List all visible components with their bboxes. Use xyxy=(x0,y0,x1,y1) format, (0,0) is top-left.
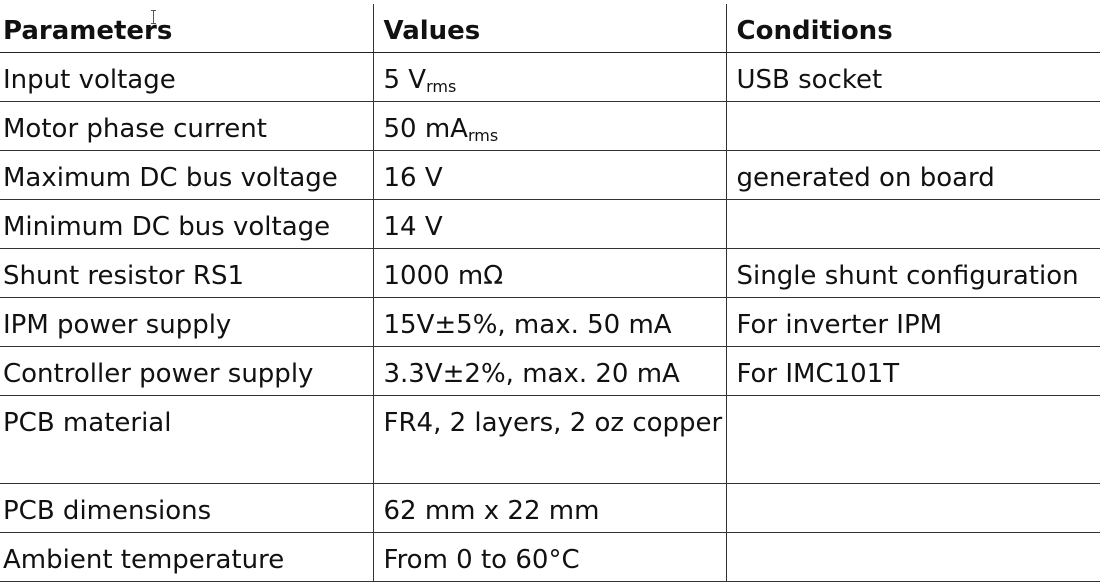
condition-cell: For IMC101T xyxy=(725,346,1100,396)
table-row: Maximum DC bus voltage 16 V generated on… xyxy=(0,150,1100,200)
condition-cell xyxy=(725,101,1100,151)
table-row: Input voltage 5 Vrms USB socket xyxy=(0,52,1100,102)
table-row: PCB dimensions 62 mm x 22 mm xyxy=(0,483,1100,533)
table-row: Controller power supply 3.3V±2%, max. 20… xyxy=(0,346,1100,396)
condition-cell xyxy=(725,199,1100,249)
value-cell: From 0 to 60°C xyxy=(372,532,726,582)
condition-cell: Single shunt configuration xyxy=(725,248,1100,298)
param-cell: Maximum DC bus voltage xyxy=(0,150,373,200)
value-subscript: rms xyxy=(467,126,499,145)
param-cell: Ambient temperature xyxy=(0,532,373,582)
param-cell: IPM power supply xyxy=(0,297,373,347)
condition-cell: generated on board xyxy=(725,150,1100,200)
table-row: IPM power supply 15V±5%, max. 50 mA For … xyxy=(0,297,1100,347)
value-cell: 5 Vrms xyxy=(372,52,726,102)
param-cell: Controller power supply xyxy=(0,346,373,396)
value-cell: 15V±5%, max. 50 mA xyxy=(372,297,726,347)
header-parameters: Parameters xyxy=(0,4,373,53)
table-row: Motor phase current 50 mArms xyxy=(0,101,1100,151)
value-subscript: rms xyxy=(426,77,457,96)
param-cell: PCB dimensions xyxy=(0,483,373,533)
value-cell: 62 mm x 22 mm xyxy=(372,483,726,533)
value-cell: 16 V xyxy=(372,150,726,200)
value-cell: 14 V xyxy=(372,199,726,249)
condition-cell xyxy=(725,395,1100,484)
table-header-row: Parameters Values Conditions xyxy=(0,4,1100,53)
value-cell: FR4, 2 layers, 2 oz copper xyxy=(372,395,726,484)
table-row: Shunt resistor RS1 1000 mΩ Single shunt … xyxy=(0,248,1100,298)
table-row: Ambient temperature From 0 to 60°C xyxy=(0,532,1100,582)
param-cell: Motor phase current xyxy=(0,101,373,151)
param-cell: Minimum DC bus voltage xyxy=(0,199,373,249)
value-cell: 3.3V±2%, max. 20 mA xyxy=(372,346,726,396)
table-row: Minimum DC bus voltage 14 V xyxy=(0,199,1100,249)
table-row: PCB material FR4, 2 layers, 2 oz copper xyxy=(0,395,1100,484)
value-cell: 50 mArms xyxy=(372,101,726,151)
value-cell: 1000 mΩ xyxy=(372,248,726,298)
header-conditions: Conditions xyxy=(725,4,1100,53)
param-cell: Input voltage xyxy=(0,52,373,102)
value-text: 50 mA xyxy=(383,114,468,144)
parameters-table: Parameters Values Conditions Input volta… xyxy=(0,4,1100,582)
condition-cell xyxy=(725,483,1100,533)
header-values: Values xyxy=(372,4,726,53)
condition-cell: USB socket xyxy=(725,52,1100,102)
condition-cell: For inverter IPM xyxy=(725,297,1100,347)
param-cell: Shunt resistor RS1 xyxy=(0,248,373,298)
value-text: 5 V xyxy=(383,65,427,95)
param-cell: PCB material xyxy=(0,395,373,484)
condition-cell xyxy=(725,532,1100,582)
